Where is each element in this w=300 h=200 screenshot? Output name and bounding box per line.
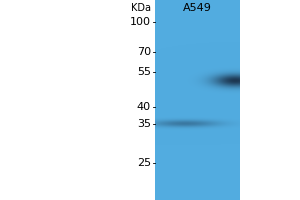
Text: A549: A549 [183,3,212,13]
Text: 40: 40 [137,102,151,112]
Text: 55: 55 [137,67,151,77]
Text: 70: 70 [137,47,151,57]
Text: 100: 100 [130,17,151,27]
Text: 35: 35 [137,119,151,129]
Text: 25: 25 [137,158,151,168]
Text: KDa: KDa [131,3,151,13]
